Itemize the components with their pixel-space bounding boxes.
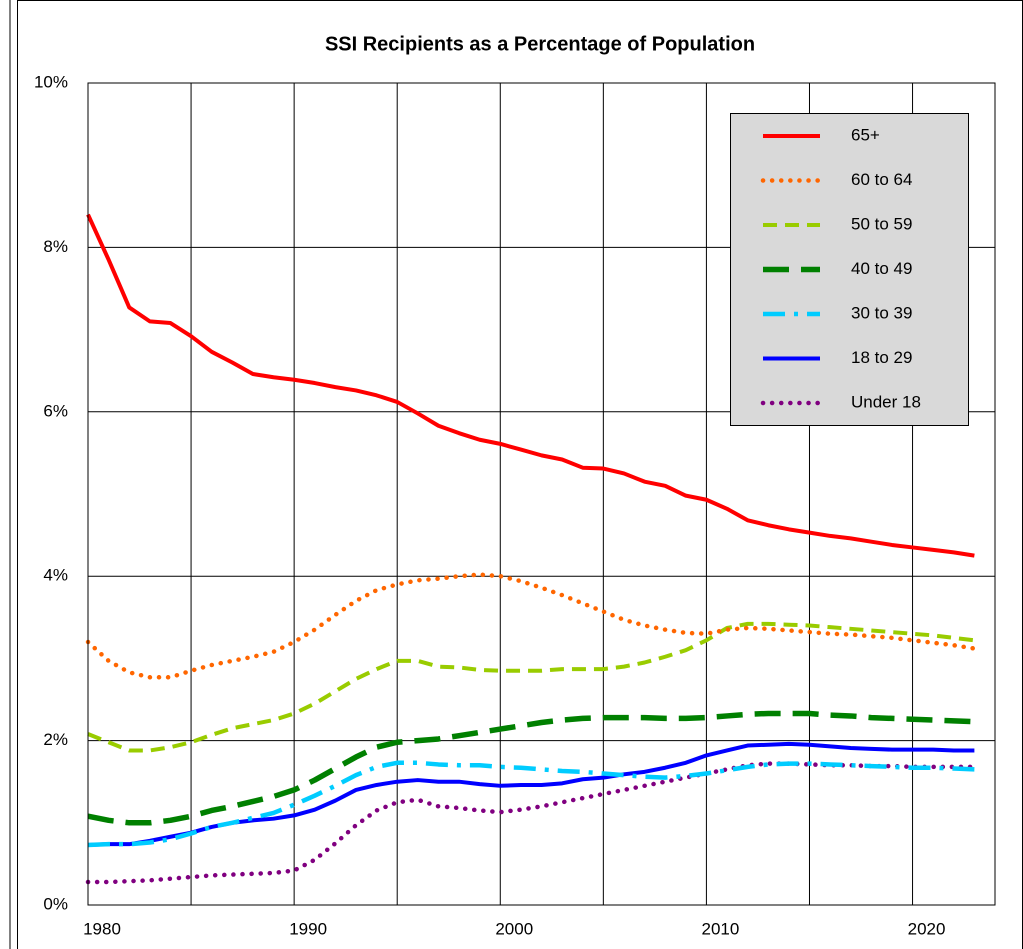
- legend-label: 60 to 64: [851, 170, 912, 189]
- plot-border: [87, 82, 996, 906]
- y-tick-label: 8%: [43, 237, 68, 256]
- axes: 0% 2% 4% 6% 8% 10% 1980 1990 2000 2010 2020: [34, 72, 945, 938]
- x-tick-label: 2010: [701, 919, 739, 938]
- chart-title: SSI Recipients as a Percentage of Popula…: [325, 33, 755, 55]
- legend-label: 30 to 39: [851, 303, 912, 322]
- legend: 65+ 60 to 64 50 to 59 40 to 49 30 to 39 18 to…: [730, 113, 969, 426]
- x-tick-label: 1980: [83, 919, 121, 938]
- y-tick-label: 6%: [43, 401, 68, 420]
- x-tick-label: 2020: [908, 919, 946, 938]
- series-line: [86, 213, 975, 558]
- plot-lines: [85, 213, 977, 885]
- legend-label: Under 18: [851, 392, 921, 411]
- legend-label: 50 to 59: [851, 214, 912, 233]
- series-line: [87, 621, 975, 753]
- y-tick-label: 4%: [43, 566, 68, 585]
- series-line: [85, 572, 977, 680]
- legend-label: 18 to 29: [851, 348, 912, 367]
- y-tick-label: 2%: [43, 730, 68, 749]
- series-line: [87, 760, 975, 848]
- legend-label: 40 to 49: [851, 259, 912, 278]
- x-tick-label: 1990: [289, 919, 327, 938]
- y-tick-label: 0%: [43, 894, 68, 913]
- series-line: [87, 710, 975, 826]
- legend-label: 65+: [851, 125, 880, 144]
- x-tick-label: 2000: [495, 919, 533, 938]
- y-tick-label: 10%: [34, 72, 68, 91]
